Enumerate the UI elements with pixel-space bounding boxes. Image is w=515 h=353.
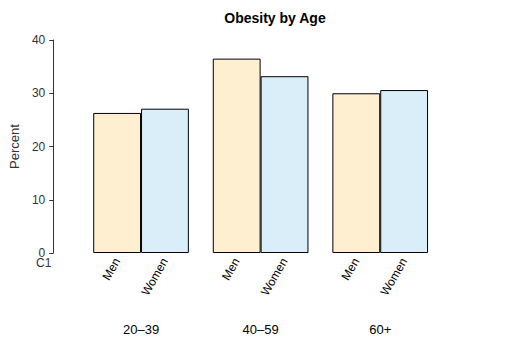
svg-text:Obesity by Age: Obesity by Age: [224, 10, 326, 26]
svg-text:Men: Men: [99, 255, 123, 282]
svg-text:20–39: 20–39: [123, 322, 159, 337]
svg-text:Percent: Percent: [7, 124, 22, 169]
svg-text:30: 30: [32, 86, 46, 100]
svg-text:Women: Women: [378, 255, 411, 298]
svg-text:60+: 60+: [369, 322, 391, 337]
svg-text:10: 10: [32, 193, 46, 207]
svg-text:Men: Men: [219, 255, 243, 282]
svg-text:C1: C1: [36, 256, 52, 270]
svg-text:0: 0: [39, 246, 46, 260]
svg-text:40–59: 40–59: [243, 322, 279, 337]
svg-text:Women: Women: [138, 255, 171, 298]
svg-text:40: 40: [32, 33, 46, 47]
svg-text:Men: Men: [339, 255, 363, 282]
svg-text:Women: Women: [258, 255, 291, 298]
svg-text:20: 20: [32, 140, 46, 154]
